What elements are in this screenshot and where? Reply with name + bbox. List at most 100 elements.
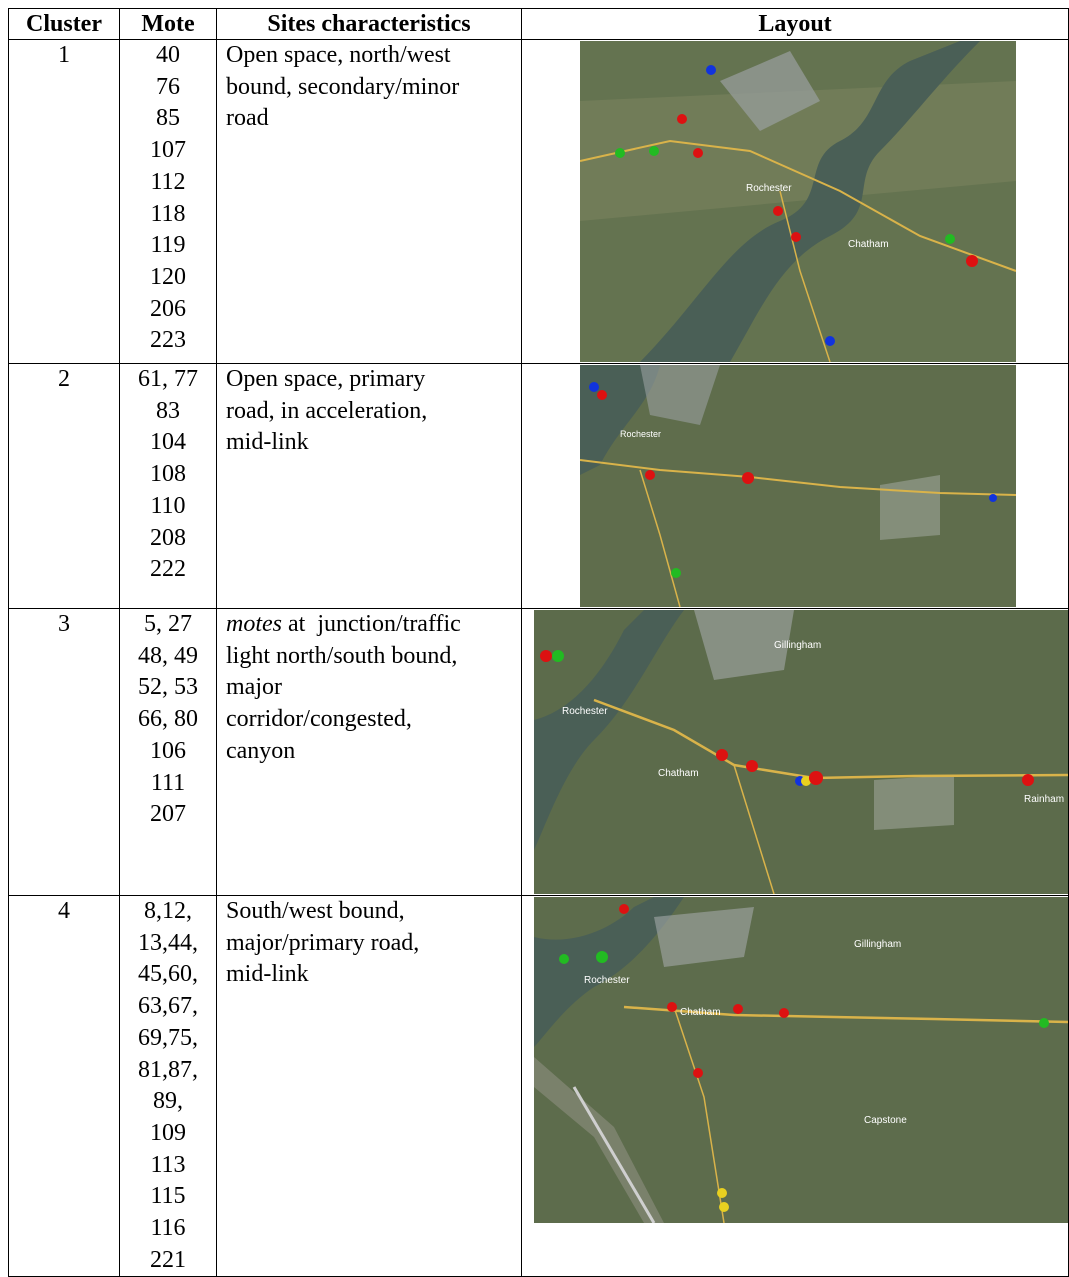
map-marker: [1022, 774, 1034, 786]
text-line: mid-link: [226, 961, 309, 988]
map-marker: [649, 146, 659, 156]
map-marker: [742, 472, 754, 484]
text-line: 109: [150, 1119, 186, 1146]
map-marker: [540, 650, 552, 662]
mote-list: 40 76 85 107 112 118 119 120 206 223: [120, 40, 216, 357]
text-line: road: [226, 105, 269, 132]
map-place-label: Rochester: [584, 975, 630, 986]
map-marker: [791, 232, 801, 242]
map-place-label: Rochester: [746, 183, 792, 194]
text-line: 208: [150, 524, 186, 551]
text-line: 48, 49: [138, 642, 198, 669]
sites-text: light north/south bound,: [226, 642, 458, 669]
text-line: 104: [150, 429, 186, 456]
table-row-cluster-2: 2 61, 77 83 104 108 110 208 222 Open space, pr…: [8, 363, 1069, 609]
text-line: 45,60,: [138, 961, 198, 988]
map-place-label: Chatham: [658, 768, 699, 779]
map-place-label: Rainham: [1024, 794, 1064, 805]
map-marker: [671, 568, 681, 578]
text-line: 222: [150, 556, 186, 583]
map-marker: [552, 650, 564, 662]
map-marker: [559, 954, 569, 964]
map-marker: [717, 1188, 727, 1198]
mote-cell: 8,12, 13,44, 45,60, 63,67, 69,75, 81,87, 89, 10…: [119, 894, 217, 1277]
mote-list: 61, 77 83 104 108 110 208 222: [120, 364, 216, 586]
map-marker: [615, 148, 625, 158]
text-line: 111: [150, 769, 186, 796]
text-line: 119: [150, 232, 186, 259]
map-place-label: Rochester: [562, 706, 608, 717]
sites-text: canyon: [226, 737, 296, 764]
map-marker: [825, 336, 835, 346]
map-place-label: Gillingham: [854, 939, 901, 950]
text-line: 89,: [153, 1088, 183, 1115]
text-line: 120: [150, 263, 186, 290]
text-line: 112: [150, 168, 186, 195]
map-marker: [773, 206, 783, 216]
layout-cell: Gillingham Rochester Chatham Rainham: [521, 608, 1069, 896]
table-row-cluster-4: 4 8,12, 13,44, 45,60, 63,67, 69,75, 81,87, 89,…: [8, 894, 1069, 1277]
map-marker: [589, 382, 599, 392]
text-line: 106: [150, 737, 186, 764]
text-line: bound, secondary/minor: [226, 73, 460, 100]
map-marker: [716, 749, 728, 761]
map-place-label: Chatham: [848, 239, 889, 250]
text-line: 221: [150, 1246, 186, 1273]
sites-text: major: [226, 674, 282, 701]
text-line: 52, 53: [138, 674, 198, 701]
text-line: major/primary road,: [226, 929, 420, 956]
text-line: mid-link: [226, 429, 309, 456]
table-row-cluster-1: 1 40 76 85 107 112 118 119 120 206 223 Open space…: [8, 39, 1069, 364]
layout-cell: Rochester Chatham: [521, 39, 1069, 364]
map-marker: [945, 234, 955, 244]
map-marker: [597, 390, 607, 400]
sites-cell: South/west bound, major/primary road, mid-…: [216, 894, 522, 1277]
table-row-cluster-3: 3 5, 27 48, 49 52, 53 66, 80 106 111 207 motes…: [8, 608, 1069, 896]
map-marker: [801, 776, 811, 786]
map-image-cluster-4: Gillingham Rochester Chatham Capstone: [534, 897, 1068, 1223]
text-line: 13,44,: [138, 929, 198, 956]
sites-cell: motes at junction/traffic light north/so…: [216, 608, 522, 896]
text-line: 223: [150, 327, 186, 354]
map-image-cluster-3: Gillingham Rochester Chatham Rainham: [534, 610, 1068, 894]
sites-text: Open space, primary road, in acceleration…: [226, 364, 517, 459]
text-line: Open space, north/west: [226, 42, 451, 68]
map-marker: [706, 65, 716, 75]
sites-italic: motes: [226, 611, 282, 637]
map-marker: [677, 114, 687, 124]
text-line: 66, 80: [138, 706, 198, 733]
text-line: 113: [150, 1151, 186, 1178]
map-marker: [966, 255, 978, 267]
text-line: 85: [156, 105, 180, 132]
map-marker: [733, 1004, 743, 1014]
text-line: South/west bound,: [226, 898, 405, 924]
text-line: 40: [156, 42, 180, 68]
map-marker: [645, 470, 655, 480]
map-place-label: Gillingham: [774, 640, 821, 651]
clusters-table: Cluster Mote Sites characteristics Layou…: [8, 8, 1069, 1277]
text-line: 206: [150, 295, 186, 322]
map-marker: [667, 1002, 677, 1012]
text-line: 116: [150, 1215, 186, 1242]
header-sites: Sites characteristics: [216, 8, 522, 40]
text-line: 81,87,: [138, 1056, 198, 1083]
mote-cell: 61, 77 83 104 108 110 208 222: [119, 363, 217, 609]
header-cluster: Cluster: [8, 8, 120, 40]
text-line: 107: [150, 137, 186, 164]
text-line: Open space, primary: [226, 366, 426, 392]
map-place-label: Capstone: [864, 1115, 907, 1126]
map-marker: [619, 904, 629, 914]
text-line: 63,67,: [138, 993, 198, 1020]
sites-cell: Open space, north/west bound, secondary/m…: [216, 39, 522, 364]
text-line: 5, 27: [144, 611, 192, 637]
map-place-label: Chatham: [680, 1007, 721, 1018]
header-layout: Layout: [521, 8, 1069, 40]
map-image-cluster-1: Rochester Chatham: [580, 41, 1016, 362]
mote-cell: 5, 27 48, 49 52, 53 66, 80 106 111 207: [119, 608, 217, 896]
map-marker: [779, 1008, 789, 1018]
map-marker: [693, 148, 703, 158]
map-marker: [1039, 1018, 1049, 1028]
cluster-cell: 3: [8, 608, 120, 896]
layout-cell: Gillingham Rochester Chatham Capstone: [521, 894, 1069, 1277]
text-line: 207: [150, 801, 186, 828]
